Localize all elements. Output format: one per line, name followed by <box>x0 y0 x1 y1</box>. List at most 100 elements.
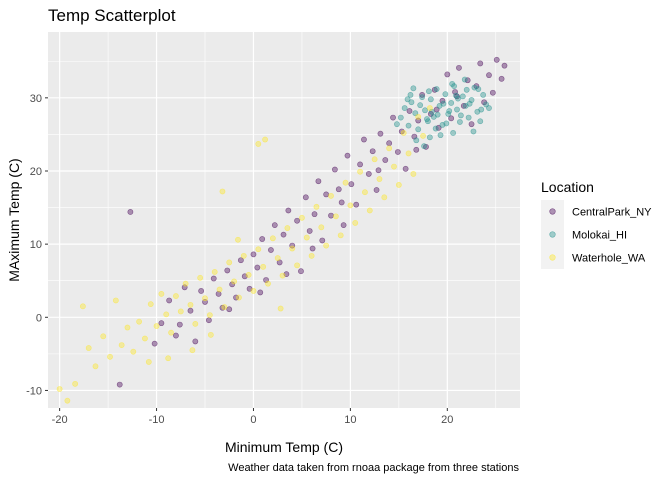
data-point <box>187 301 194 308</box>
data-point <box>419 92 426 98</box>
data-point <box>406 108 413 114</box>
data-point <box>72 380 79 387</box>
legend-key-background <box>541 246 564 269</box>
data-point <box>373 187 380 193</box>
data-point <box>394 121 400 128</box>
data-point <box>165 355 172 362</box>
data-point <box>268 247 274 253</box>
data-point <box>420 132 426 139</box>
data-point <box>413 146 420 153</box>
data-point <box>486 72 492 79</box>
data-point <box>450 130 457 136</box>
x-axis-title: Minimum Temp (C) <box>225 439 343 455</box>
data-point <box>434 111 441 118</box>
y-tick-label: 10 <box>30 239 42 251</box>
data-point <box>202 295 208 302</box>
legend-key <box>549 231 556 238</box>
legend-key-background <box>541 223 564 246</box>
data-point <box>407 92 414 98</box>
data-point <box>342 179 349 186</box>
data-point <box>422 107 428 114</box>
data-point <box>323 242 330 249</box>
data-point <box>410 85 417 92</box>
data-point <box>405 122 412 129</box>
legend-key <box>549 254 556 261</box>
data-point <box>277 305 284 312</box>
data-point <box>255 141 262 147</box>
data-point <box>332 213 339 220</box>
legend-key-background <box>541 200 564 223</box>
data-point <box>390 114 396 121</box>
data-point <box>116 381 123 388</box>
data-point <box>235 236 241 243</box>
data-point <box>328 192 334 199</box>
data-point <box>331 166 338 173</box>
data-point <box>250 288 257 294</box>
data-point <box>262 136 269 143</box>
data-point <box>64 397 71 404</box>
data-point <box>269 235 276 242</box>
data-point <box>357 161 363 168</box>
data-point <box>206 312 213 318</box>
series-Molokai_HI <box>394 76 492 150</box>
data-points <box>56 56 508 404</box>
data-point <box>440 100 447 107</box>
data-point <box>386 140 393 147</box>
data-point <box>446 108 453 114</box>
data-point <box>382 157 389 163</box>
data-point <box>448 100 455 106</box>
x-tick-label: -20 <box>52 414 68 426</box>
legend-label: Molokai_HI <box>572 230 627 242</box>
data-point <box>498 75 505 82</box>
data-point <box>432 125 439 132</box>
data-point <box>158 320 165 327</box>
data-point <box>460 102 467 109</box>
data-point <box>100 333 107 340</box>
data-point <box>168 329 174 336</box>
data-point <box>470 128 477 135</box>
data-point <box>449 81 456 87</box>
data-point <box>182 280 189 287</box>
data-point <box>425 88 432 95</box>
legend-label: Waterhole_WA <box>572 253 646 265</box>
data-point <box>136 318 143 325</box>
legend: Location CentralPark_NY Molokai_HI Waterho… <box>541 179 652 269</box>
data-point <box>357 168 363 175</box>
x-axis-ticks: -20 -10 0 10 20 <box>52 408 453 426</box>
data-point <box>215 290 222 297</box>
data-point <box>402 165 409 172</box>
data-point <box>173 332 179 339</box>
data-point <box>433 86 440 92</box>
data-point <box>158 290 165 297</box>
data-point <box>427 96 434 103</box>
data-point <box>255 246 262 253</box>
y-axis-title: MAximum Temp (C) <box>6 158 22 281</box>
data-point <box>337 232 344 239</box>
data-point <box>299 214 305 221</box>
data-point <box>236 294 242 301</box>
data-point <box>229 281 236 288</box>
data-point <box>142 335 148 342</box>
data-point <box>250 251 257 258</box>
data-point <box>478 106 485 113</box>
data-point <box>56 386 63 392</box>
data-point <box>415 113 422 120</box>
data-point <box>371 156 378 163</box>
x-tick-label: 10 <box>344 414 356 426</box>
data-point <box>353 201 360 208</box>
data-point <box>198 288 205 294</box>
data-point <box>400 130 407 136</box>
data-point <box>280 231 287 238</box>
data-point <box>348 181 355 188</box>
data-point <box>192 320 199 327</box>
x-tick-label: 20 <box>441 414 453 426</box>
data-point <box>340 222 347 229</box>
y-tick-label: 30 <box>30 93 42 105</box>
data-point <box>254 264 261 271</box>
data-point <box>124 324 131 331</box>
data-point <box>386 145 393 152</box>
data-point <box>410 171 417 177</box>
data-point <box>323 191 330 198</box>
data-point <box>205 317 212 324</box>
